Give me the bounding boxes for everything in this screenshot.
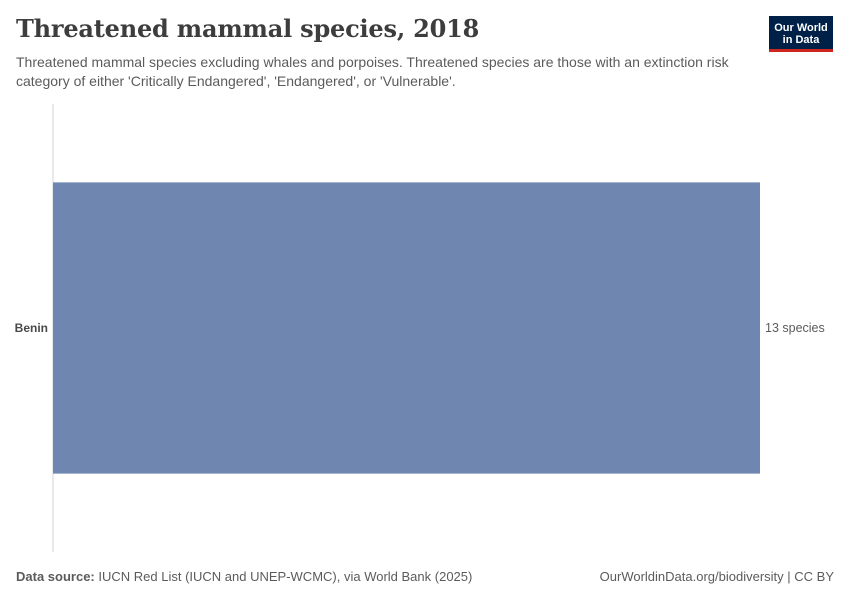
logo-line-1: Our World	[774, 22, 828, 34]
bar-benin[interactable]	[53, 182, 760, 474]
chart-title: Threatened mammal species, 2018	[16, 14, 480, 43]
source-text: IUCN Red List (IUCN and UNEP-WCMC), via …	[98, 569, 473, 584]
category-label: Benin	[15, 321, 48, 335]
footer: Data source: IUCN Red List (IUCN and UNE…	[16, 569, 834, 584]
owid-logo[interactable]: Our World in Data	[769, 16, 833, 52]
logo-line-2: in Data	[782, 34, 820, 46]
chart-subtitle: Threatened mammal species excluding whal…	[16, 54, 729, 89]
value-label: 13 species	[765, 321, 825, 335]
source-link[interactable]: OurWorldinData.org/biodiversity | CC BY	[599, 569, 834, 584]
source-label: Data source:	[16, 569, 95, 584]
